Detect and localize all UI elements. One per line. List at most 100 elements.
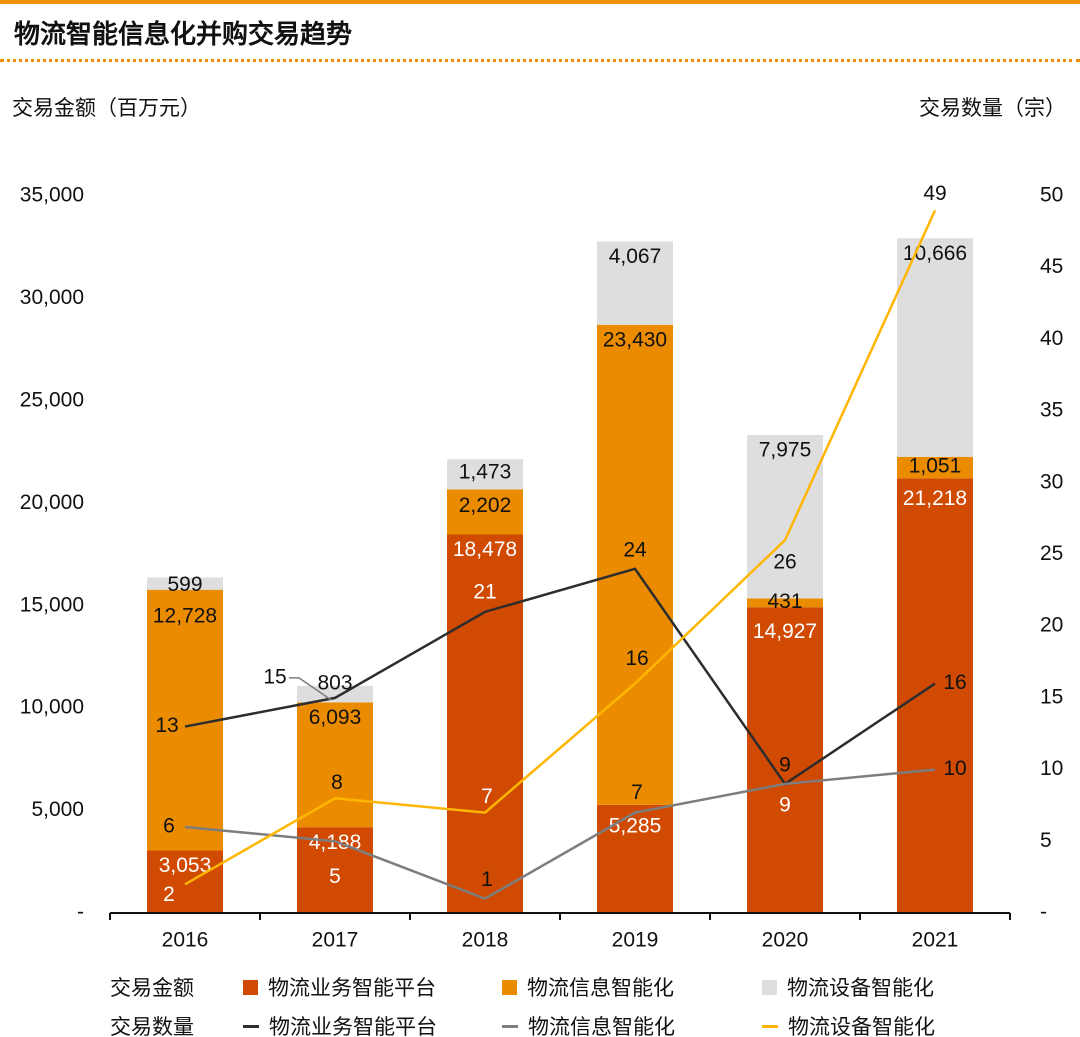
line-value-label: 16: [943, 671, 966, 694]
bar-segment: [447, 534, 523, 913]
bar-value-label: 12,728: [153, 604, 217, 627]
bar-value-label: 4,067: [609, 245, 662, 268]
line-value-label: 24: [623, 538, 647, 561]
legend-bar-device: 物流设备智能化: [762, 972, 934, 1002]
bar-segment: [597, 324, 673, 805]
bar-value-label: 2,202: [459, 494, 512, 517]
bar-segment: [747, 607, 823, 913]
right-axis-tick-label: 45: [1040, 255, 1063, 278]
right-axis-tick-label: 35: [1040, 399, 1063, 422]
line-value-label: 16: [625, 647, 648, 670]
line-value-label: 1: [481, 868, 493, 891]
bar-segment: [897, 456, 973, 479]
bar-segment: [897, 478, 973, 913]
x-axis-tick-label: 2018: [462, 929, 509, 952]
line-value-label: 7: [481, 785, 493, 808]
legend-text: 物流信息智能化: [528, 1015, 675, 1037]
bar-value-label: 6,093: [309, 706, 362, 729]
line-value-label: 9: [779, 793, 791, 816]
right-axis-tick-label: 10: [1040, 757, 1063, 780]
right-axis-tick-label: 30: [1040, 470, 1063, 493]
line-value-label: 13: [155, 714, 178, 737]
line-value-label: 2: [163, 883, 175, 906]
bar-segment: [747, 598, 823, 608]
right-axis-tick-label: 5: [1040, 829, 1052, 852]
legend-line-platform: 物流业务智能平台: [243, 1011, 437, 1037]
right-axis-tick-label: 15: [1040, 685, 1063, 708]
bar-value-label: 1,473: [459, 461, 512, 484]
bar-value-label: 803: [317, 671, 352, 694]
legend-line: [762, 1024, 778, 1028]
legend-line: [502, 1024, 518, 1028]
legend-bar-platform: 物流业务智能平台: [243, 972, 436, 1002]
x-axis-tick-label: 2016: [162, 929, 209, 952]
left-axis-tick-label: 10,000: [20, 696, 84, 719]
bar-segment: [147, 589, 223, 851]
line-series-3: [184, 209, 937, 886]
legend-text: 物流设备智能化: [787, 976, 934, 1000]
bar-value-label: 1,051: [909, 454, 962, 477]
label-leader-line: [289, 677, 332, 701]
legend-line-info: 物流信息智能化: [502, 1011, 675, 1037]
bar-segment: [747, 435, 823, 599]
x-axis-tick-label: 2019: [612, 929, 659, 952]
left-axis-title: 交易金额（百万元）: [12, 96, 201, 120]
bar-segment: [447, 459, 523, 490]
left-axis-tick-label: -: [77, 901, 84, 924]
legend-line-device: 物流设备智能化: [762, 1011, 935, 1037]
bar-value-label: 21,218: [903, 487, 967, 510]
line-value-label: 6: [163, 815, 175, 838]
bar-value-label: 431: [767, 590, 802, 613]
x-axis-tick-label: 2020: [762, 929, 809, 952]
top-accent-line: [0, 0, 1080, 4]
left-axis-tick-label: 25,000: [20, 388, 84, 411]
line-series-1: [184, 567, 936, 786]
legend-bar-info: 物流信息智能化: [502, 972, 674, 1002]
legend-text: 物流设备智能化: [788, 1015, 935, 1037]
x-axis-tick-label: 2017: [312, 929, 359, 952]
bar-value-label: 7,975: [759, 439, 812, 462]
left-axis-tick-label: 15,000: [20, 593, 84, 616]
right-axis-tick-label: -: [1040, 901, 1047, 924]
bar-segment: [597, 804, 673, 913]
left-axis-tick-label: 20,000: [20, 491, 84, 514]
right-axis-tick-label: 50: [1040, 184, 1063, 207]
bar-segment: [597, 241, 673, 325]
legend-count-label: 交易数量: [110, 1015, 194, 1037]
bar-segment: [147, 577, 223, 590]
bar-value-label: 23,430: [603, 328, 667, 351]
left-axis-tick-label: 5,000: [31, 798, 84, 821]
right-axis-tick-label: 20: [1040, 614, 1063, 637]
title-divider: [0, 59, 1080, 62]
legend-amount-label: 交易金额: [110, 976, 194, 1000]
bar-segment: [147, 850, 223, 913]
line-value-label: 10: [943, 757, 966, 780]
legend-swatch: [762, 979, 777, 995]
bar-segment: [447, 489, 523, 535]
line-value-label: 5: [329, 865, 341, 888]
line-value-label: 26: [773, 551, 796, 574]
line-value-label: 21: [473, 580, 496, 603]
bar-value-label: 18,478: [453, 538, 517, 561]
legend-swatch: [502, 979, 517, 995]
legend-text: 物流业务智能平台: [269, 1015, 437, 1037]
bar-value-label: 14,927: [753, 620, 817, 643]
line-value-label: 8: [331, 771, 343, 794]
line-value-label: 9: [779, 753, 791, 776]
left-axis-tick-label: 35,000: [20, 184, 84, 207]
line-series-2: [184, 768, 936, 901]
bar-segment: [297, 702, 373, 828]
right-axis-tick-label: 25: [1040, 542, 1063, 565]
bar-value-label: 599: [167, 573, 202, 596]
line-value-label: 15: [263, 665, 286, 688]
legend-text: 物流业务智能平台: [268, 976, 436, 1000]
line-value-label: 49: [923, 182, 946, 205]
x-axis-tick-label: 2021: [912, 929, 959, 952]
bar-segment: [897, 238, 973, 457]
legend-text: 物流信息智能化: [527, 976, 674, 1000]
legend-swatch: [243, 979, 258, 995]
legend-line: [243, 1024, 259, 1028]
right-axis-tick-label: 40: [1040, 327, 1063, 350]
